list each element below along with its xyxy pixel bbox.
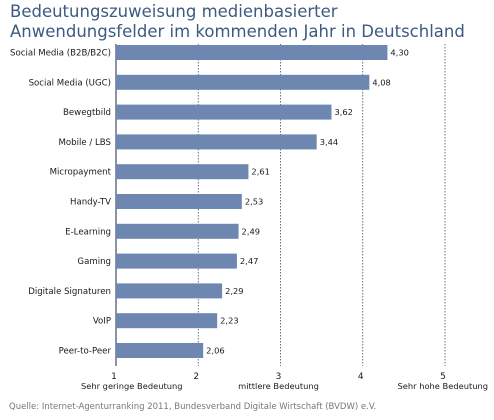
- value-label: 2,61: [251, 167, 269, 177]
- bar: [116, 194, 242, 209]
- value-label: 2,53: [245, 197, 263, 207]
- x-tick-label: 2: [193, 372, 199, 382]
- category-label: Social Media (UGC): [29, 78, 111, 88]
- value-label: 3,44: [320, 137, 338, 147]
- bar: [116, 104, 332, 120]
- category-label: Social Media (B2B/B2C): [10, 49, 111, 59]
- source-note: Quelle: Internet-Agenturranking 2011, Bu…: [9, 402, 377, 412]
- value-label: 2,23: [220, 316, 238, 326]
- bar-chart: Social Media (B2B/B2C) Social Media (UGC)…: [10, 44, 488, 391]
- bar: [116, 164, 249, 180]
- category-label: VoIP: [93, 317, 111, 327]
- bar: [116, 74, 370, 90]
- chart-title: Bedeutungszuweisung medienbasierter Anwe…: [10, 2, 465, 41]
- category-label: Gaming: [77, 257, 111, 267]
- scale-label-low: Sehr geringe Bedeutung: [81, 381, 183, 391]
- x-tick-label: 5: [440, 372, 446, 382]
- bar: [116, 134, 317, 150]
- bar: [116, 283, 223, 299]
- bar: [116, 313, 218, 329]
- x-tick-labels: 1 2 3 4 5: [111, 372, 446, 382]
- bar: [116, 253, 237, 269]
- value-label: 4,08: [372, 77, 390, 87]
- value-label: 4,30: [390, 48, 408, 58]
- bar: [116, 343, 204, 358]
- scale-label-high: Sehr hohe Bedeutung: [398, 381, 488, 391]
- category-label: Handy-TV: [70, 198, 111, 208]
- category-labels: Social Media (B2B/B2C) Social Media (UGC)…: [10, 49, 112, 357]
- category-label: Peer-to-Peer: [59, 347, 112, 357]
- bars: [116, 45, 388, 358]
- category-label: Digitale Signaturen: [28, 287, 111, 297]
- value-label: 2,49: [242, 226, 260, 236]
- category-label: Bewegtbild: [63, 108, 111, 118]
- bar: [116, 223, 239, 239]
- category-label: E-Learning: [65, 227, 111, 237]
- value-label: 2,29: [225, 286, 243, 296]
- category-label: Mobile / LBS: [58, 138, 111, 148]
- category-label: Micropayment: [50, 168, 112, 178]
- x-tick-label: 1: [111, 372, 117, 382]
- x-tick-label: 4: [358, 372, 364, 382]
- x-tick-label: 3: [276, 372, 282, 382]
- value-label: 3,62: [334, 107, 352, 117]
- value-label: 2,06: [206, 346, 224, 356]
- value-labels: 4,30 4,08 3,62 3,44 2,61 2,53 2,49 2,47 2,29 2,23…: [206, 48, 409, 356]
- bar: [116, 45, 388, 60]
- scale-label-mid: mittlere Bedeutung: [238, 381, 319, 391]
- value-label: 2,47: [240, 256, 258, 266]
